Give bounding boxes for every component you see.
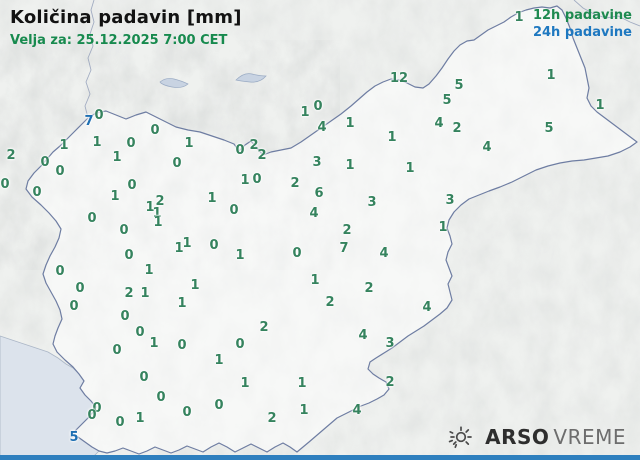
slovenia-border: [25, 5, 638, 455]
legend: 12h padavine 24h padavine: [533, 7, 632, 41]
legend-24h-label: 24h padavine: [532, 25, 632, 40]
lake-shape: [159, 78, 189, 88]
valid-time-label: Velja za: 25.12.2025 7:00 CET: [10, 33, 228, 48]
bottom-accent-bar: [0, 455, 640, 460]
arso-vreme-logo: ARSO VREME: [446, 423, 626, 450]
lake-shape: [235, 73, 267, 83]
brand-vreme: VREME: [553, 424, 626, 449]
map-title: Količina padavin [mm]: [10, 7, 242, 28]
legend-12h-label: 12h padavine: [532, 8, 632, 23]
neighbour-border-line: [84, 0, 95, 119]
weather-sun-icon: [448, 426, 472, 449]
brand-arso: ARSO: [485, 424, 550, 449]
brand-text: ARSO VREME: [485, 425, 626, 449]
neighbour-border-line: [573, 0, 640, 27]
header: Količina padavin [mm] Velja za: 25.12.20…: [10, 7, 242, 48]
